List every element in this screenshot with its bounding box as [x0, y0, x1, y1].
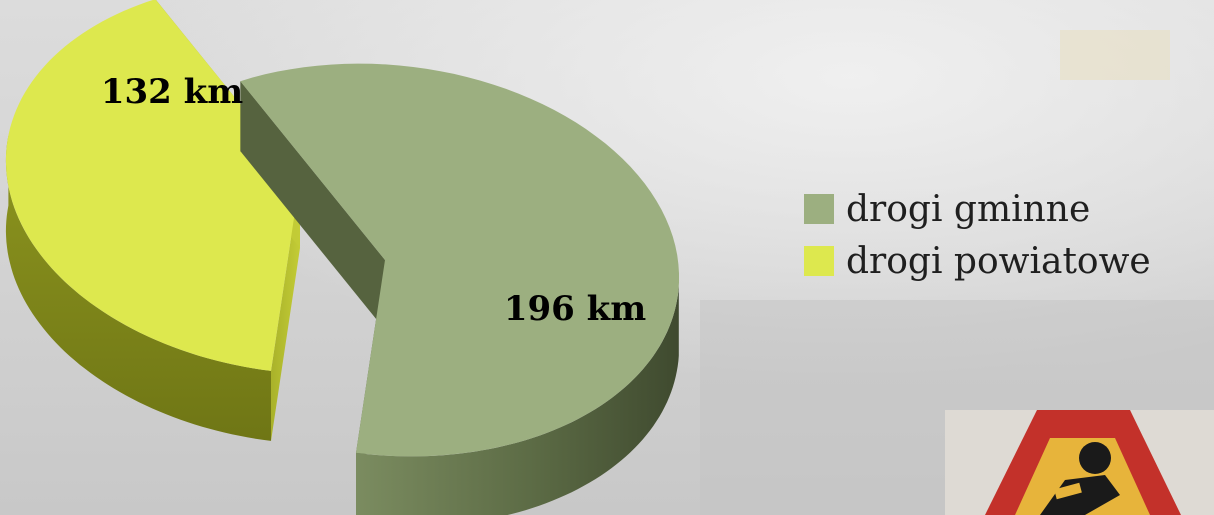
legend-item-drogi-gminne: drogi gminne	[804, 183, 1151, 235]
slice-1-drogi-powiatowe	[5, 0, 300, 371]
slice-1-cut-face-0	[271, 178, 300, 441]
pie-chart: 196 km 132 km	[5, 0, 680, 515]
slice-1-side	[5, 135, 272, 441]
legend-swatch-gminne	[804, 194, 834, 224]
legend-item-drogi-powiatowe: drogi powiatowe	[804, 235, 1151, 287]
road-work-sign-icon	[945, 410, 1214, 515]
slice-0-side	[356, 285, 679, 515]
data-label-0: 196 km	[504, 289, 646, 329]
legend: drogi gminne drogi powiatowe	[804, 183, 1151, 287]
legend-swatch-powiatowe	[804, 246, 834, 276]
data-label-1: 132 km	[101, 72, 243, 112]
legend-label-gminne: drogi gminne	[846, 188, 1091, 230]
slice-0-drogi-gminne	[240, 63, 680, 457]
legend-label-powiatowe: drogi powiatowe	[846, 240, 1151, 282]
slice-0-cut-face-0	[240, 81, 385, 330]
